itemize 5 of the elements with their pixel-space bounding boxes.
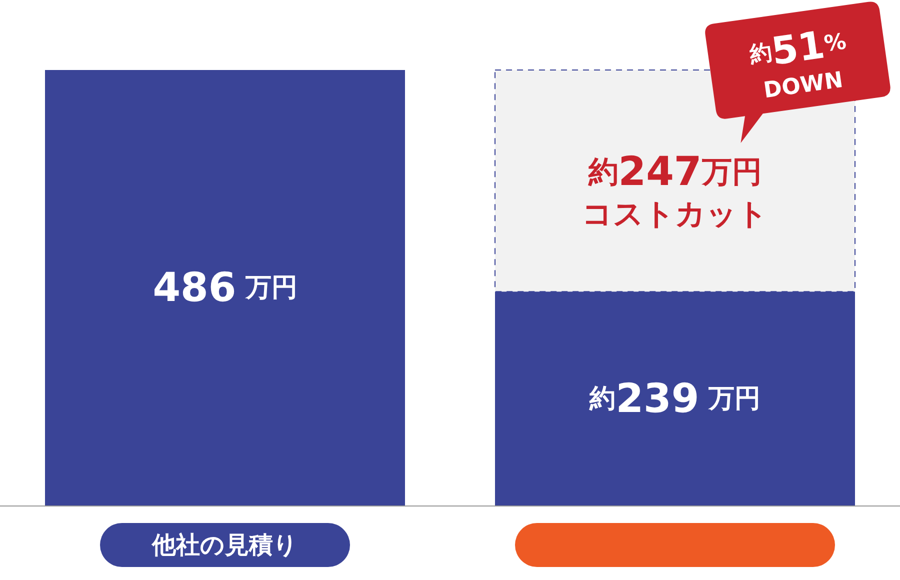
data-label: 486 万円 xyxy=(152,265,298,311)
x-tick-label: 他社の見積り xyxy=(151,531,298,559)
data-label: 約239 万円 xyxy=(588,376,760,422)
data-label: 約247万円コストカット xyxy=(582,148,768,232)
annotation: 約51% DOWN xyxy=(747,22,848,104)
